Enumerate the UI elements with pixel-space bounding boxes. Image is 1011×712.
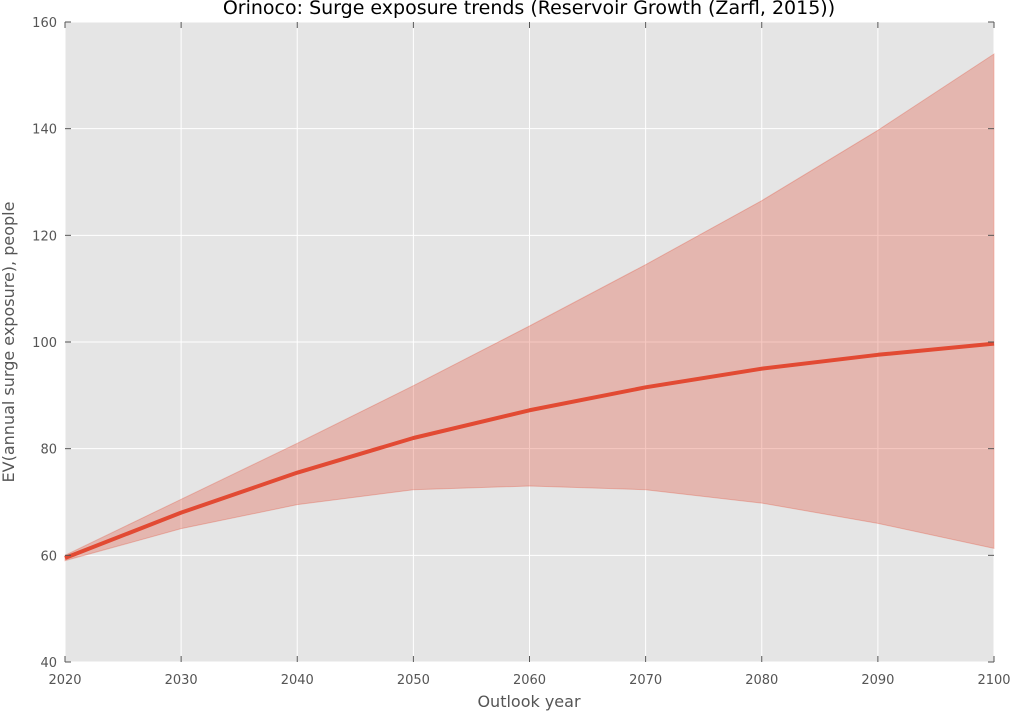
- x-tick-label: 2060: [513, 673, 546, 688]
- y-tick-label: 120: [32, 229, 57, 244]
- x-tick-label: 2050: [397, 673, 430, 688]
- y-tick-label: 100: [32, 336, 57, 351]
- y-tick-label: 160: [32, 16, 57, 31]
- x-tick-label: 2080: [745, 673, 778, 688]
- x-axis-label: Outlook year: [477, 692, 581, 711]
- series-line: [64, 341, 995, 560]
- x-tick-label: 2030: [165, 673, 198, 688]
- x-tick-label: 2020: [48, 673, 81, 688]
- x-tick-label: 2070: [629, 673, 662, 688]
- y-tick-label: 40: [40, 656, 57, 671]
- x-tick-label: 2090: [861, 673, 894, 688]
- x-tick-label: 2100: [977, 673, 1010, 688]
- y-axis-label: EV(annual surge exposure), people: [0, 202, 18, 483]
- y-tick-label: 140: [32, 123, 57, 138]
- y-tick-label: 80: [40, 443, 57, 458]
- x-tick-label: 2040: [281, 673, 314, 688]
- y-tick-label: 60: [40, 549, 57, 564]
- uncertainty-band: [64, 53, 995, 562]
- chart-title: Orinoco: Surge exposure trends (Reservoi…: [223, 0, 835, 19]
